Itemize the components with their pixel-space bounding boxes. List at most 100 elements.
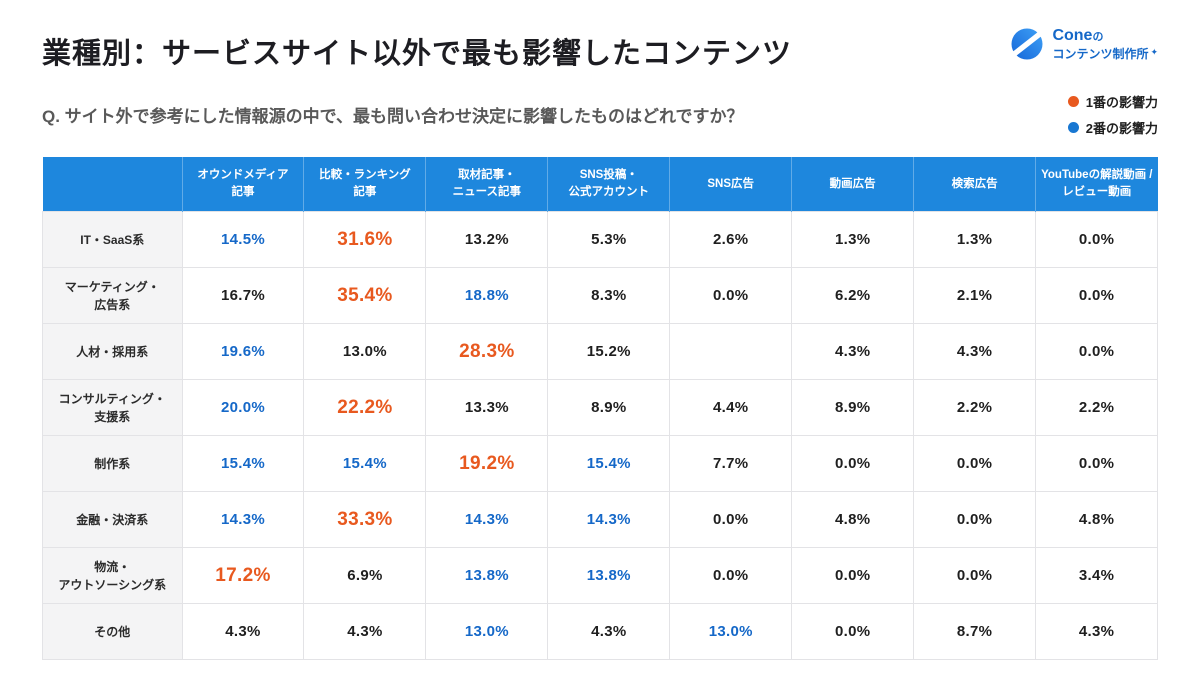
value-cell: 35.4% xyxy=(303,267,427,324)
value-cell: 14.5% xyxy=(181,211,305,268)
corner-cell xyxy=(42,157,183,212)
value-cell: 8.7% xyxy=(913,603,1037,660)
logo-mark-icon xyxy=(1010,27,1045,62)
value-cell: 4.3% xyxy=(913,323,1037,380)
value-cell: 0.0% xyxy=(913,547,1037,604)
value-cell: 19.2% xyxy=(425,435,549,492)
value-cell: 6.9% xyxy=(303,547,427,604)
page-title: 業種別：サービスサイト以外で最も影響したコンテンツ xyxy=(42,38,793,70)
value-cell xyxy=(669,323,793,380)
value-cell: 4.8% xyxy=(1035,491,1158,548)
table-row: IT・SaaS系 14.5% 31.6% 13.2% 5.3% 2.6% 1.3% 1.3% 0… xyxy=(42,211,1158,268)
value-cell: 1.3% xyxy=(791,211,915,268)
value-cell: 5.3% xyxy=(547,211,671,268)
value-cell: 2.6% xyxy=(669,211,793,268)
value-cell: 13.8% xyxy=(425,547,549,604)
question-text: Q. サイト外で参考にした情報源の中で、最も問い合わせ決定に影響したものはどれで… xyxy=(42,107,744,126)
value-cell: 0.0% xyxy=(1035,267,1158,324)
value-cell: 2.2% xyxy=(913,379,1037,436)
value-cell: 13.0% xyxy=(669,603,793,660)
column-header: SNS広告 xyxy=(669,157,793,212)
value-cell: 2.2% xyxy=(1035,379,1158,436)
value-cell: 15.4% xyxy=(181,435,305,492)
value-cell: 0.0% xyxy=(669,547,793,604)
table-row: その他 4.3% 4.3% 13.0% 4.3% 13.0% 0.0% 8.7% 4.3% xyxy=(42,603,1158,660)
legend-dot-first xyxy=(1067,96,1079,107)
row-label: マーケティング・ 広告系 xyxy=(42,267,183,324)
column-header: 取材記事・ ニュース記事 xyxy=(425,157,549,212)
legend-item: 2番の影響力 xyxy=(1067,118,1158,137)
value-cell: 0.0% xyxy=(1035,211,1158,268)
row-label: コンサルティング・ 支援系 xyxy=(42,379,183,436)
value-cell: 14.3% xyxy=(181,491,305,548)
sparkle-icon: ✦ xyxy=(1150,46,1158,57)
logo-text: Coneの コンテンツ制作所 ✦ xyxy=(1052,26,1158,62)
value-cell: 15.4% xyxy=(547,435,671,492)
value-cell: 13.3% xyxy=(425,379,549,436)
row-label: 制作系 xyxy=(42,435,183,492)
value-cell: 4.3% xyxy=(181,603,305,660)
value-cell: 0.0% xyxy=(791,435,915,492)
value-cell: 8.9% xyxy=(791,379,915,436)
results-table: オウンドメディア 記事 比較・ランキング 記事 取材記事・ ニュース記事 SNS投稿・… xyxy=(42,157,1158,660)
value-cell: 22.2% xyxy=(303,379,427,436)
value-cell: 31.6% xyxy=(303,211,427,268)
value-cell: 16.7% xyxy=(181,267,305,324)
question-row: Q. サイト外で参考にした情報源の中で、最も問い合わせ決定に影響したものはどれで… xyxy=(42,92,1158,137)
value-cell: 3.4% xyxy=(1035,547,1158,604)
table-row: コンサルティング・ 支援系 20.0% 22.2% 13.3% 8.9% 4.4% 8.9%… xyxy=(42,379,1158,436)
value-cell: 4.3% xyxy=(1035,603,1158,660)
row-label: 人材・採用系 xyxy=(42,323,183,380)
table-row: 制作系 15.4% 15.4% 19.2% 15.4% 7.7% 0.0% 0.0% 0.0% xyxy=(42,435,1158,492)
value-cell: 17.2% xyxy=(181,547,305,604)
brand-name: Coneの xyxy=(1052,27,1104,44)
row-label: 金融・決済系 xyxy=(42,491,183,548)
row-label: その他 xyxy=(42,603,183,660)
value-cell: 7.7% xyxy=(669,435,793,492)
value-cell: 4.4% xyxy=(669,379,793,436)
column-header: オウンドメディア 記事 xyxy=(182,157,305,212)
legend-label: 1番の影響力 xyxy=(1085,95,1158,110)
value-cell: 8.3% xyxy=(547,267,671,324)
value-cell: 14.3% xyxy=(547,491,671,548)
value-cell: 4.8% xyxy=(791,491,915,548)
value-cell: 0.0% xyxy=(1035,323,1158,380)
value-cell: 33.3% xyxy=(303,491,427,548)
legend-label: 2番の影響力 xyxy=(1085,121,1158,136)
header-row: オウンドメディア 記事 比較・ランキング 記事 取材記事・ ニュース記事 SNS投稿・… xyxy=(42,157,1158,212)
row-label: 物流・ アウトソーシング系 xyxy=(42,547,183,604)
value-cell: 4.3% xyxy=(791,323,915,380)
value-cell: 4.3% xyxy=(303,603,427,660)
row-label: IT・SaaS系 xyxy=(42,211,183,268)
value-cell: 0.0% xyxy=(669,491,793,548)
value-cell: 13.2% xyxy=(425,211,549,268)
value-cell: 13.0% xyxy=(303,323,427,380)
table-row: 人材・採用系 19.6% 13.0% 28.3% 15.2% 4.3% 4.3% 0.0% xyxy=(42,323,1158,380)
value-cell: 2.1% xyxy=(913,267,1037,324)
value-cell: 0.0% xyxy=(913,491,1037,548)
value-cell: 8.9% xyxy=(547,379,671,436)
value-cell: 13.8% xyxy=(547,547,671,604)
value-cell: 28.3% xyxy=(425,323,549,380)
table-row: 物流・ アウトソーシング系 17.2% 6.9% 13.8% 13.8% 0.0% 0.0%… xyxy=(42,547,1158,604)
column-header: 検索広告 xyxy=(913,157,1037,212)
value-cell: 6.2% xyxy=(791,267,915,324)
table-row: 金融・決済系 14.3% 33.3% 14.3% 14.3% 0.0% 4.8% 0.0% 4.… xyxy=(42,491,1158,548)
header-bar: 業種別：サービスサイト以外で最も影響したコンテンツ Coneの コンテンツ制作所… xyxy=(42,24,1158,72)
value-cell: 14.3% xyxy=(425,491,549,548)
column-header: SNS投稿・ 公式アカウント xyxy=(547,157,671,212)
value-cell: 19.6% xyxy=(181,323,305,380)
legend-dot-second xyxy=(1067,122,1079,133)
brand-subtitle: コンテンツ制作所 ✦ xyxy=(1052,46,1158,61)
value-cell: 1.3% xyxy=(913,211,1037,268)
value-cell: 0.0% xyxy=(791,603,915,660)
legend-item: 1番の影響力 xyxy=(1067,92,1158,111)
legend: 1番の影響力 2番の影響力 xyxy=(1067,92,1158,137)
value-cell: 18.8% xyxy=(425,267,549,324)
table-row: マーケティング・ 広告系 16.7% 35.4% 18.8% 8.3% 0.0% 6.2% 2… xyxy=(42,267,1158,324)
value-cell: 0.0% xyxy=(913,435,1037,492)
value-cell: 4.3% xyxy=(547,603,671,660)
column-header: YouTubeの解説動画 / レビュー動画 xyxy=(1035,157,1158,212)
column-header: 比較・ランキング 記事 xyxy=(303,157,427,212)
